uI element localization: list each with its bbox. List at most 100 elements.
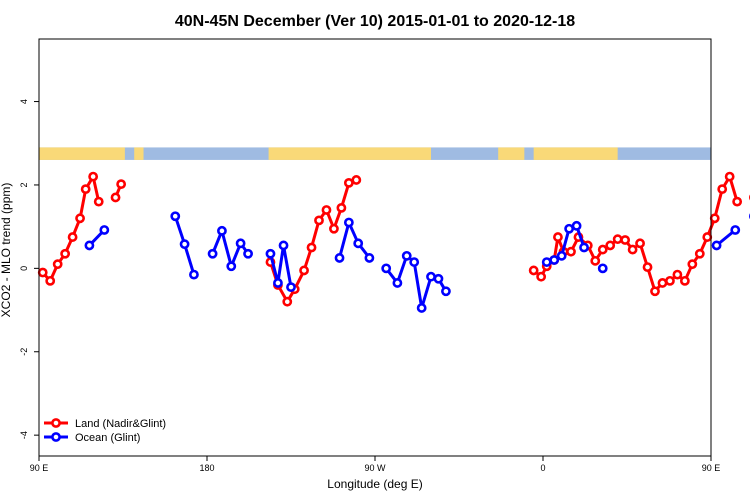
series-1-line-4	[338, 221, 371, 259]
series-0-point-2-10	[343, 177, 354, 188]
x-tick-label-2: 90 W	[364, 463, 386, 473]
series-1-point-6-5	[579, 242, 589, 253]
series-0-point-3-14	[627, 244, 638, 255]
series-1-point-0-1	[99, 225, 110, 235]
series-0-point-3-1	[536, 271, 547, 282]
x-tick-label-3: 0	[540, 463, 545, 473]
series-1-point-7-0	[597, 263, 608, 274]
series-0-point-2-5	[306, 242, 317, 253]
legend-label-0: Land (Nadir&Glint)	[75, 418, 166, 430]
series-0-point-0-6	[80, 184, 91, 195]
series-0-point-0-0	[37, 267, 48, 278]
series-0-point-3-16	[642, 262, 653, 272]
series-1-point-5-3	[409, 257, 420, 267]
series-0-point-3-4	[553, 232, 563, 242]
x-tick-label-1: 180	[199, 463, 214, 473]
series-0-point-3-12	[612, 234, 623, 245]
land-band-3	[498, 147, 525, 160]
land-band-2	[268, 147, 431, 160]
series-0-line-0	[41, 175, 101, 283]
series-0-point-3-13	[620, 235, 631, 245]
series-0-point-3-0	[528, 265, 539, 276]
series-1-point-4-3	[364, 253, 375, 263]
x-tick-label-0: 90 E	[30, 463, 49, 473]
series-0-point-2-6	[314, 215, 324, 226]
y-axis: -4 -2 0 2 4	[19, 99, 39, 439]
series-0-point-2-11	[351, 175, 362, 185]
series-1-point-5-7	[441, 286, 451, 297]
series-1-point-3-3	[286, 282, 296, 293]
land-band-1	[134, 147, 144, 160]
series-0-point-3-6	[566, 246, 576, 257]
series-1-point-1-2	[189, 269, 199, 280]
series-0-point-3-24	[702, 232, 713, 242]
series-0-point-2-7	[321, 205, 332, 215]
y-tick-label-4: 4	[19, 99, 29, 104]
land-ocean-strip	[39, 147, 711, 160]
series-0-point-3-27	[724, 171, 735, 182]
series-0-point-3-18	[657, 278, 668, 288]
series-1-line-2	[211, 229, 250, 268]
series-layer	[37, 171, 750, 313]
series-0-point-0-3	[60, 248, 71, 259]
series-0-point-3-17	[650, 286, 660, 297]
series-1-point-2-3	[235, 238, 246, 249]
y-tick-label-2: 0	[19, 266, 29, 271]
series-1-line-3	[269, 243, 293, 288]
series-0-point-3-26	[717, 184, 728, 195]
land-band-0	[39, 147, 125, 160]
legend-marker-1	[51, 432, 61, 442]
series-0-point-0-2	[52, 259, 63, 270]
series-1-point-3-0	[265, 248, 276, 259]
chart-title: 40N-45N December (Ver 10) 2015-01-01 to …	[175, 13, 575, 30]
series-0-point-3-10	[597, 244, 608, 255]
series-1	[84, 211, 750, 313]
series-1-point-5-0	[381, 263, 392, 274]
series-1-point-5-4	[416, 303, 427, 313]
series-1-point-6-1	[549, 255, 560, 265]
series-1-point-2-0	[207, 248, 218, 259]
series-1-point-5-5	[426, 271, 436, 282]
series-1-point-4-2	[353, 238, 364, 249]
series-0-point-0-4	[67, 232, 78, 242]
series-0	[37, 171, 750, 307]
land-band-4	[533, 147, 618, 160]
series-0-point-3-9	[590, 255, 601, 266]
series-0-point-3-20	[672, 269, 683, 280]
x-axis: 90 E 180 90 W 0 90 E	[30, 456, 721, 473]
series-1-point-5-1	[392, 278, 403, 288]
series-0-point-0-5	[75, 213, 85, 224]
series-0-point-1-1	[116, 179, 127, 190]
series-0-point-3-28	[732, 196, 743, 207]
series-0-point-3-22	[687, 259, 698, 270]
series-0-point-0-8	[93, 196, 104, 207]
x-tick-label-4: 90 E	[702, 463, 721, 473]
y-tick-label-1: -2	[19, 348, 29, 356]
y-tick-label-3: 2	[19, 182, 29, 187]
series-0-point-2-2	[282, 296, 293, 307]
series-0-point-3-19	[665, 275, 675, 286]
x-axis-label: Longitude (deg E)	[327, 477, 422, 491]
legend: Land (Nadir&Glint) Ocean (Glint)	[44, 418, 166, 444]
series-0-point-0-1	[45, 275, 56, 286]
series-0-point-1-0	[110, 192, 121, 203]
series-1-point-6-0	[541, 257, 552, 267]
series-1-point-3-2	[278, 240, 289, 251]
series-1-point-8-1	[730, 225, 741, 235]
series-1-point-4-0	[334, 253, 345, 263]
series-1-point-3-1	[273, 278, 283, 288]
series-1-point-8-0	[711, 240, 722, 251]
series-0-point-2-9	[336, 202, 347, 213]
series-1-point-1-0	[170, 211, 181, 222]
series-1-point-4-1	[343, 217, 354, 228]
series-1-point-2-4	[243, 248, 253, 259]
series-0-point-3-25	[709, 213, 720, 224]
series-0-point-2-4	[299, 265, 309, 276]
series-1-point-0-0	[84, 240, 95, 251]
series-1-point-2-1	[217, 225, 227, 236]
y-axis-label: XCO2 - MLO trend (ppm)	[0, 183, 13, 318]
series-0-point-2-8	[329, 223, 339, 234]
series-1-point-6-2	[556, 250, 567, 261]
legend-label-1: Ocean (Glint)	[75, 432, 140, 444]
